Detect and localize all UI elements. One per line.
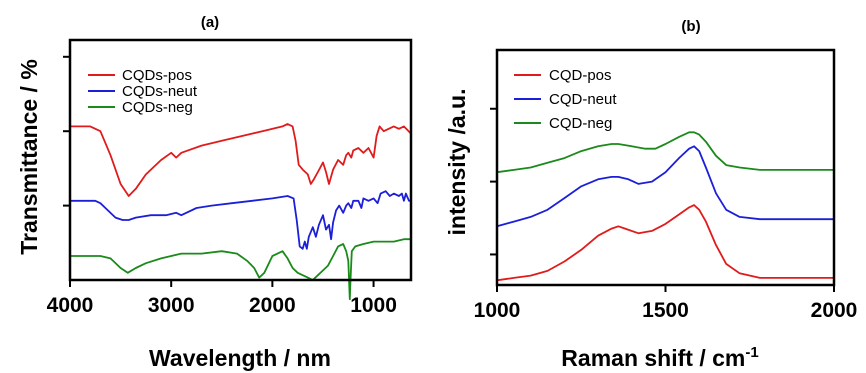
chart-a-x-tick-label: 3000 — [148, 294, 195, 317]
chart-b-legend-label-cqd-neut: CQD-neut — [549, 91, 617, 108]
chart-a-legend-label-cqds-neg: CQDs-neg — [122, 99, 193, 116]
chart-a-series-line-cqds-pos — [70, 123, 412, 197]
chart-b-series-line-cqd-neg — [496, 131, 834, 174]
chart-a-series-layer — [70, 123, 412, 301]
chart-a-x-tick-label: 2000 — [249, 294, 296, 317]
chart-b-y-axis-title: intensity /a.u. — [444, 89, 470, 236]
chart-b: (b) intensity /a.u. Raman shift / cm-1 1… — [444, 18, 857, 371]
chart-b-legend: CQD-pos CQD-neut CQD-neg — [514, 67, 617, 132]
chart-a-tick-layer: 4000 3000 2000 1000 — [47, 55, 397, 317]
chart-b-x-axis-title: Raman shift / cm-1 — [561, 344, 758, 371]
chart-b-x-tick-label: 1000 — [474, 299, 521, 322]
chart-a-y-axis-title: Transmittance / % — [16, 59, 42, 255]
chart-a-series-line-cqds-neut — [70, 190, 411, 250]
chart-a-plot-frame — [68, 38, 413, 282]
chart-b-panel-label: (b) — [681, 18, 700, 35]
chart-b-x-tick-label: 1500 — [642, 299, 689, 322]
chart-b-x-axis-title-main: Raman shift / cm — [561, 345, 745, 371]
chart-b-series-line-cqd-pos — [496, 204, 834, 282]
chart-b-x-tick-label: 2000 — [811, 299, 858, 322]
chart-a-panel-label: (a) — [201, 14, 219, 31]
chart-b-legend-label-cqd-pos: CQD-pos — [549, 67, 612, 84]
chart-a-legend-label-cqds-pos: CQDs-pos — [122, 67, 192, 84]
chart-b-series-layer — [496, 131, 834, 282]
chart-a-legend-label-cqds-neut: CQDs-neut — [122, 83, 198, 100]
chart-a: (a) Transmittance / % Wavelength / nm 40… — [16, 14, 413, 371]
chart-b-x-axis-title-superscript: -1 — [745, 344, 758, 361]
chart-b-plot-frame — [495, 48, 836, 287]
chart-b-series-line-cqd-neut — [496, 145, 834, 228]
chart-b-legend-label-cqd-neg: CQD-neg — [549, 115, 612, 132]
chart-a-x-tick-label: 1000 — [350, 294, 397, 317]
chart-a-x-axis-title: Wavelength / nm — [149, 345, 331, 371]
chart-a-x-tick-label: 4000 — [47, 294, 94, 317]
chart-b-tick-layer: 1000 1500 2000 — [474, 107, 858, 322]
chart-a-series-line-cqds-neg — [70, 238, 411, 301]
